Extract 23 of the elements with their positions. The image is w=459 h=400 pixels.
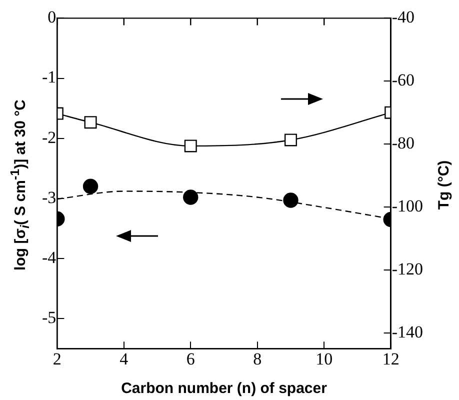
x-tick-label: 4 [120, 349, 129, 368]
point [183, 190, 198, 205]
y2-tick-label: -140 [392, 322, 424, 342]
point [284, 134, 297, 146]
y2-axis-title: Tg (°C) [436, 160, 452, 210]
y2-tick-label: -80 [392, 134, 415, 153]
x-tick-label: 6 [186, 349, 195, 368]
x-tick-label: 2 [52, 349, 62, 368]
point [184, 140, 197, 152]
y2-tick-label: -100 [392, 196, 424, 216]
y-tick-label: -2 [42, 128, 56, 147]
x-axis-title: Carbon number (n) of spacer [121, 380, 328, 398]
y2-tick-label: -60 [392, 70, 415, 90]
y-tick-label: -1 [42, 68, 56, 87]
y-tick-label: 0 [48, 8, 56, 27]
y2-tick-label: -40 [392, 8, 415, 27]
y-tick-label: -5 [42, 308, 56, 328]
x-tick-label: 8 [253, 349, 262, 368]
y-tick-label: -4 [42, 248, 57, 267]
y2-tick-label: -120 [392, 259, 424, 278]
y-tick-label: -3 [42, 188, 56, 207]
x-tick-label: 12 [382, 349, 400, 368]
x-tick-label: 10 [316, 349, 333, 368]
